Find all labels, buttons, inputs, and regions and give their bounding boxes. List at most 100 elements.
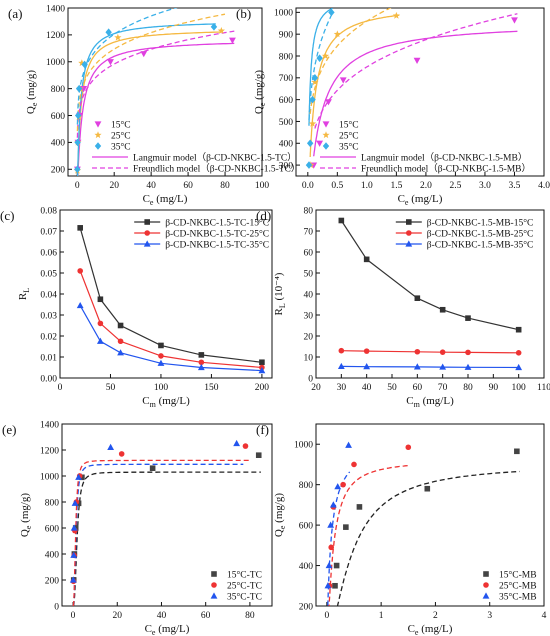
legend-entry: 35°C [94,141,131,152]
y-tick-label: 40 [304,290,314,300]
data-point [356,504,363,510]
legend-label: Langmuir model（β-CD-NKBC-1.5-TC） [133,151,297,163]
x-tick-label: 40 [362,383,372,393]
y-tick-label: 800 [279,52,294,62]
x-tick-label: 60 [183,181,193,191]
data-point [332,582,338,589]
data-point [309,95,316,104]
x-tick-label: 0.0 [302,181,314,191]
plot-frame [295,7,545,177]
y-tick-label: 0.00 [40,374,57,384]
x-tick-label: 1.0 [361,181,373,191]
legend-entry: β-CD-NKBC-1.5-TC-35°C [134,239,269,250]
y-tick-label: 1000 [274,9,293,19]
x-axis-label: Ce (mg/L) [398,193,443,207]
y-tick-label: 800 [45,498,60,508]
data-point [74,111,82,120]
data-point [157,359,165,366]
data-point [351,461,357,468]
data-point [74,165,81,174]
legend-marker [406,219,412,225]
legend-marker [406,230,412,236]
y-tick-label: 80 [304,206,314,216]
x-tick-label: 3.0 [479,181,491,191]
data-point [255,452,262,458]
data-point [158,353,164,359]
fit-curve-sips [72,471,261,606]
x-tick-label: 80 [463,383,473,393]
y-axis-label: RL [17,288,31,300]
y-tick-label: 800 [51,85,66,95]
y-tick-label: 0.03 [40,311,57,321]
x-tick-label: 40 [146,181,156,191]
data-point [324,582,332,589]
y-tick-label: 700 [279,74,294,84]
series-line [79,270,262,369]
legend-marker [94,121,102,128]
data-point [413,363,421,370]
data-point [439,349,446,355]
panel-label: (d) [256,208,271,223]
panel-label: (c) [0,208,14,223]
x-tick-label: 40 [157,611,167,621]
fit-curve-freundlich [76,8,178,125]
data-point [233,439,241,447]
data-point [311,78,319,86]
series-line [341,365,519,369]
legend-label: β-CD-NKBC-1.5-MB-35°C [427,239,534,250]
data-point [70,524,78,531]
data-point [229,37,236,44]
data-point [414,295,421,301]
data-point [328,544,335,551]
data-point [70,551,78,558]
x-tick-label: 2.5 [449,181,461,191]
legend-label: 25°C [111,130,131,141]
y-tick-label: 600 [299,521,314,531]
x-tick-label: 30 [337,383,347,393]
legend-entry: β-CD-NKBC-1.5-MB-35°C [395,239,534,250]
data-point [439,363,447,370]
y-tick-label: 600 [45,524,60,534]
y-tick-label: 600 [279,96,294,106]
fit-curve-sips [328,464,409,606]
legend-marker [405,240,413,247]
legend-marker [483,582,489,588]
legend-label: 35°C-TC [227,591,262,602]
x-tick-label: 80 [245,611,255,621]
y-tick-label: 0 [308,374,313,384]
fit-curve-freundlich [308,12,334,120]
x-tick-label: 0.5 [331,181,343,191]
x-tick-label: 4 [542,611,547,621]
y-tick-label: 200 [51,166,66,176]
legend-marker [322,142,330,150]
y-tick-label: 400 [51,139,66,149]
data-point [337,362,345,370]
data-point [465,315,471,321]
fit-curve-langmuir [77,42,235,176]
legend-marker [144,230,150,236]
data-point [328,8,335,17]
data-point [140,51,148,58]
data-point [316,140,324,147]
legend-marker [482,592,490,599]
legend-entry: 35°C [322,141,359,152]
y-axis-label: Qe (mg/g) [19,493,33,538]
data-point [465,349,471,356]
x-axis-label: Ce (mg/L) [408,623,453,636]
legend-entry: 35°C-MB [482,591,537,602]
y-axis-label: Qe (mg/g) [25,70,39,115]
data-point [340,481,346,488]
legend-label: 35°C-MB [499,591,537,602]
legend-label: β-CD-NKBC-1.5-TC-15°C [165,217,269,228]
legend-marker [211,582,217,588]
data-point [464,363,472,370]
data-point [114,33,122,41]
legend: β-CD-NKBC-1.5-TC-15°Cβ-CD-NKBC-1.5-TC-25… [134,217,269,250]
legend-label: 35°C [111,141,131,152]
data-point [81,60,88,69]
data-point [334,483,342,490]
fit-curve-freundlich [314,13,518,129]
y-tick-label: 600 [51,112,66,122]
legend-label: Langmuir model（β-CD-NKBC-1.5-MB） [361,151,527,163]
